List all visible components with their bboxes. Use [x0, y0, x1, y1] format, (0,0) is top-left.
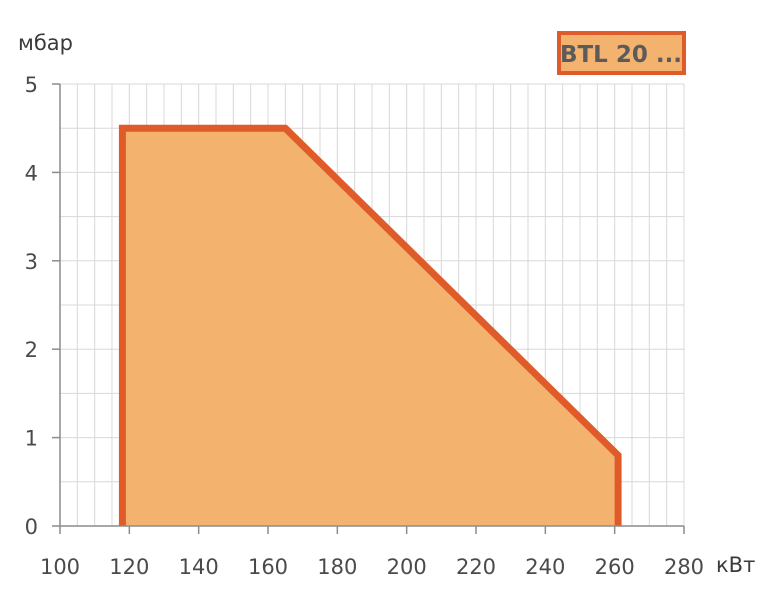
y-tick-label: 1 — [25, 427, 38, 451]
x-tick-label: 260 — [595, 555, 635, 579]
x-tick-label: 280 — [664, 555, 704, 579]
y-tick-label: 4 — [25, 161, 38, 185]
working-field-outline — [118, 124, 622, 526]
x-tick-label: 140 — [179, 555, 219, 579]
model-badge-box — [557, 31, 686, 75]
axes — [52, 83, 685, 534]
x-tick-label: 100 — [40, 555, 80, 579]
working-field-fill — [122, 128, 619, 526]
y-tick-label: 0 — [25, 515, 38, 539]
x-tick-labels: 100 120 140 160 180 200 220 240 260 280 — [40, 555, 704, 579]
x-tick-label: 220 — [456, 555, 496, 579]
x-tick-label: 160 — [248, 555, 288, 579]
x-tick-label: 240 — [525, 555, 565, 579]
working-field — [118, 124, 622, 526]
y-tick-label: 2 — [25, 338, 38, 362]
x-tick-label: 180 — [317, 555, 357, 579]
model-badge-label: BTL 20 ... — [560, 42, 682, 68]
y-axis-label: мбар — [18, 31, 73, 55]
model-badge: BTL 20 ... — [557, 31, 686, 75]
y-tick-label: 3 — [25, 250, 38, 274]
y-tick-label: 5 — [25, 73, 38, 97]
x-axis-label: кВт — [716, 553, 755, 577]
y-tick-labels: 0 1 2 3 4 5 — [25, 73, 38, 539]
x-tick-label: 200 — [387, 555, 427, 579]
x-tick-label: 120 — [109, 555, 149, 579]
